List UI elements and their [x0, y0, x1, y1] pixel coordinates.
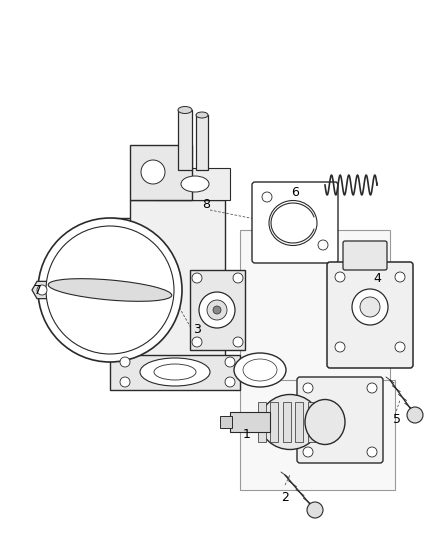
FancyBboxPatch shape	[130, 145, 191, 200]
Ellipse shape	[154, 364, 195, 380]
Bar	[270, 402, 278, 442]
Text: 8: 8	[201, 198, 209, 212]
Circle shape	[120, 357, 130, 367]
Ellipse shape	[304, 400, 344, 445]
Text: 3: 3	[193, 324, 201, 336]
Bar	[258, 402, 265, 442]
Ellipse shape	[268, 200, 316, 246]
Text: 4: 4	[372, 271, 380, 285]
Circle shape	[261, 192, 272, 202]
Circle shape	[334, 272, 344, 282]
Circle shape	[198, 292, 234, 328]
Bar	[283, 402, 290, 442]
Text: 7: 7	[34, 284, 42, 296]
Ellipse shape	[140, 358, 209, 386]
Circle shape	[366, 383, 376, 393]
FancyBboxPatch shape	[326, 262, 412, 368]
Ellipse shape	[243, 359, 276, 381]
Circle shape	[302, 383, 312, 393]
Circle shape	[394, 342, 404, 352]
Bar	[195, 115, 208, 170]
Circle shape	[233, 337, 243, 347]
Text: 6: 6	[290, 187, 298, 199]
Ellipse shape	[180, 176, 208, 192]
FancyBboxPatch shape	[155, 168, 230, 200]
Circle shape	[406, 407, 422, 423]
Circle shape	[334, 342, 344, 352]
Ellipse shape	[177, 107, 191, 114]
Polygon shape	[240, 230, 389, 390]
Circle shape	[366, 447, 376, 457]
Ellipse shape	[259, 394, 319, 449]
Circle shape	[306, 502, 322, 518]
Circle shape	[207, 300, 226, 320]
Polygon shape	[110, 355, 240, 390]
Circle shape	[225, 357, 234, 367]
Text: 5: 5	[392, 414, 400, 426]
FancyBboxPatch shape	[190, 270, 244, 350]
Ellipse shape	[195, 112, 208, 118]
FancyBboxPatch shape	[342, 241, 386, 270]
Ellipse shape	[48, 279, 171, 301]
Circle shape	[233, 273, 243, 283]
Circle shape	[351, 289, 387, 325]
FancyBboxPatch shape	[130, 200, 225, 360]
Circle shape	[191, 273, 201, 283]
Bar	[177, 110, 191, 170]
Ellipse shape	[233, 353, 285, 387]
Circle shape	[120, 377, 130, 387]
Polygon shape	[32, 281, 52, 298]
Polygon shape	[240, 380, 394, 490]
Circle shape	[394, 272, 404, 282]
Bar	[307, 402, 315, 442]
Circle shape	[46, 226, 173, 354]
Circle shape	[141, 160, 165, 184]
FancyBboxPatch shape	[251, 182, 337, 263]
Circle shape	[302, 447, 312, 457]
FancyBboxPatch shape	[297, 377, 382, 463]
Text: 1: 1	[243, 429, 251, 441]
Bar	[230, 412, 269, 432]
Text: 2: 2	[280, 491, 288, 505]
Bar	[295, 402, 303, 442]
Circle shape	[225, 377, 234, 387]
Circle shape	[191, 337, 201, 347]
Bar	[219, 416, 231, 428]
Circle shape	[212, 306, 220, 314]
Circle shape	[38, 218, 182, 362]
Circle shape	[37, 285, 47, 295]
Circle shape	[359, 297, 379, 317]
Circle shape	[317, 240, 327, 250]
